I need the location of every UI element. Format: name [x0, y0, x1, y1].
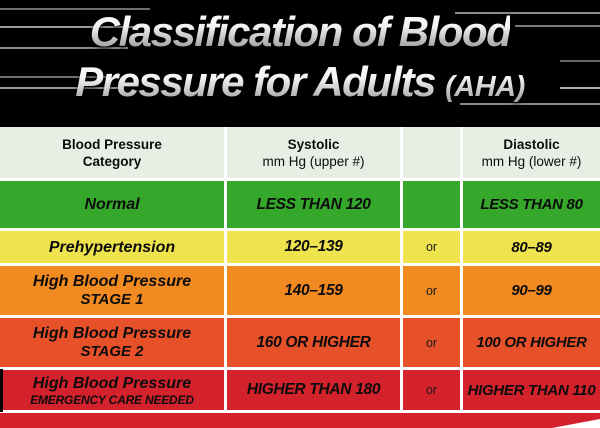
speed-line	[515, 25, 600, 27]
table-row-normal: Normal LESS THAN 120 LESS THAN 80	[0, 181, 600, 228]
category-label: High Blood Pressure	[32, 325, 192, 342]
speed-line	[0, 26, 148, 28]
speed-line	[560, 60, 600, 62]
category-label: High Blood Pressure	[32, 374, 192, 392]
cell-diastolic: LESS THAN 80	[463, 181, 600, 228]
speed-line	[460, 103, 600, 105]
systolic-value: HIGHER THAN 180	[246, 381, 381, 398]
diastolic-value: 100 OR HIGHER	[476, 334, 587, 351]
table-header-row: Blood Pressure Category Systolic mm Hg (…	[0, 127, 600, 178]
conjunction-label: or	[425, 283, 438, 298]
table-row-emergency: High Blood Pressure EMERGENCY CARE NEEDE…	[0, 370, 600, 410]
header-category-line2: Category	[82, 153, 142, 169]
footer-band	[0, 413, 600, 428]
speed-line	[0, 8, 150, 10]
header-category: Blood Pressure Category	[0, 127, 224, 178]
cell-diastolic: 80–89	[463, 231, 600, 263]
table-row-stage2: High Blood Pressure STAGE 2 160 OR HIGHE…	[0, 318, 600, 367]
title-line-1: Classification of Blood	[89, 8, 512, 55]
cell-category: High Blood Pressure STAGE 1	[0, 266, 224, 315]
cell-diastolic: 100 OR HIGHER	[463, 318, 600, 367]
category-label: Normal	[84, 196, 140, 213]
cell-conjunction: or	[403, 370, 460, 410]
header-systolic-line2: mm Hg (upper #)	[262, 153, 365, 169]
speed-line	[560, 87, 600, 89]
speed-line	[0, 87, 118, 89]
cell-diastolic: HIGHER THAN 110	[463, 370, 600, 410]
cell-category: Normal	[0, 181, 224, 228]
conjunction-label: or	[425, 383, 438, 397]
systolic-value: 160 OR HIGHER	[256, 333, 371, 351]
cell-category: Prehypertension	[0, 231, 224, 263]
bp-table: Blood Pressure Category Systolic mm Hg (…	[0, 127, 600, 428]
conjunction-label: or	[425, 335, 438, 350]
cell-conjunction: or	[403, 318, 460, 367]
cell-category: High Blood Pressure STAGE 2	[0, 318, 224, 367]
left-edge-sliver	[0, 369, 3, 412]
bottom-right-corner-wedge	[552, 419, 600, 428]
title-suffix-aha: (AHA)	[445, 71, 525, 103]
table-row-stage1: High Blood Pressure STAGE 1 140–159 or 9…	[0, 266, 600, 315]
speed-line	[0, 47, 128, 49]
diastolic-value: LESS THAN 80	[480, 196, 583, 213]
category-sublabel: STAGE 1	[80, 291, 144, 308]
cell-conjunction	[403, 181, 460, 228]
diastolic-value: 90–99	[511, 282, 552, 299]
header-systolic-line1: Systolic	[287, 136, 340, 152]
conjunction-label: or	[425, 240, 438, 254]
cell-systolic: 120–139	[227, 231, 400, 263]
cell-diastolic: 90–99	[463, 266, 600, 315]
header-diastolic: Diastolic mm Hg (lower #)	[463, 127, 600, 178]
category-label: High Blood Pressure	[32, 273, 192, 290]
title-banner: Classification of Blood Pressure for Adu…	[0, 0, 600, 127]
cell-conjunction: or	[403, 231, 460, 263]
header-diastolic-line1: Diastolic	[503, 136, 560, 152]
header-conjunction	[403, 127, 460, 178]
systolic-value: LESS THAN 120	[256, 195, 371, 213]
poster-title: Classification of Blood Pressure for Adu…	[0, 0, 600, 112]
systolic-value: 120–139	[284, 238, 343, 255]
cell-conjunction: or	[403, 266, 460, 315]
cell-systolic: 160 OR HIGHER	[227, 318, 400, 367]
header-category-line1: Blood Pressure	[62, 136, 162, 152]
header-systolic: Systolic mm Hg (upper #)	[227, 127, 400, 178]
systolic-value: 140–159	[284, 281, 343, 299]
category-label: Prehypertension	[48, 238, 176, 256]
speed-line	[455, 12, 600, 14]
cell-systolic: LESS THAN 120	[227, 181, 400, 228]
table-row-prehypertension: Prehypertension 120–139 or 80–89	[0, 231, 600, 263]
diastolic-value: HIGHER THAN 110	[467, 381, 596, 399]
cell-category: High Blood Pressure EMERGENCY CARE NEEDE…	[0, 370, 224, 410]
cell-systolic: 140–159	[227, 266, 400, 315]
header-diastolic-line2: mm Hg (lower #)	[481, 153, 582, 169]
diastolic-value: 80–89	[511, 238, 552, 256]
speed-line	[0, 76, 110, 78]
title-line-2: Pressure for Adults (AHA)	[75, 57, 525, 112]
cell-systolic: HIGHER THAN 180	[227, 370, 400, 410]
category-sublabel: STAGE 2	[80, 343, 144, 360]
category-sublabel: EMERGENCY CARE NEEDED	[30, 392, 194, 407]
